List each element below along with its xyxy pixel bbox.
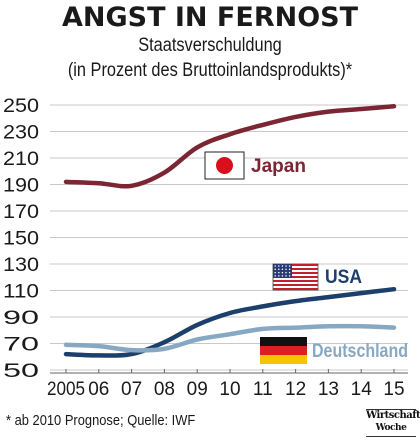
legend-label-usa: USA [325,267,362,288]
y-tick-label: 250 [3,96,39,117]
x-tick-label: 06 [88,379,109,400]
y-tick-label: 110 [3,282,39,303]
x-tick-label: 12 [285,379,306,400]
series-line-deutschland [63,323,397,353]
x-tick-label: 15 [383,379,404,400]
x-tick-label: 08 [154,379,175,400]
x-tick-label: 13 [318,379,339,400]
logo-line1: Wirtschafts [366,410,420,421]
series-layer [63,104,397,358]
series-line-usa [63,286,397,358]
chart-subtitle-line2: (in Prozent des Bruttoinlandsprodukts)* [67,60,353,81]
series-line-japan [63,104,397,189]
japan-flag-icon [204,151,245,180]
y-tick-label: 230 [3,123,39,144]
chart-subtitle-line1: Staatsverschuldung [138,35,282,56]
y-tick-label: 210 [3,149,39,170]
x-tick-label: 2005 [47,379,85,400]
line-chart: 50 70 90 110 130 150 170 190 210 230 250 2005 06 07 0… [3,96,408,400]
x-tick-label: 10 [219,379,240,400]
chart-title: ANGST IN FERNOST [61,2,359,33]
publisher-logo: Wirtschafts Woche [366,409,420,437]
y-tick-label: 90 [3,308,39,329]
usa-flag-icon [272,263,319,291]
y-tick-label: 150 [3,229,39,250]
x-axis-tick-labels: 2005 06 07 08 09 10 11 12 13 14 15 [47,379,405,400]
y-tick-label: 130 [3,255,39,276]
x-tick-label: 11 [253,379,273,400]
y-tick-label: 50 [3,361,39,382]
legend-label-deutschland: Deutschland [312,341,408,362]
legend-label-japan: Japan [251,156,306,177]
legend-layer: Japan USA Deutschland [204,151,408,364]
y-axis-tick-labels: 50 70 90 110 130 150 170 190 210 230 250 [3,96,39,382]
x-tick-label: 09 [187,379,208,400]
germany-flag-icon [260,337,307,364]
x-tick-label: 07 [121,379,142,400]
footnote: * ab 2010 Prognose; Quelle: IWF [6,412,196,429]
logo-line2: Woche [375,423,407,433]
y-tick-label: 70 [3,335,39,356]
y-tick-label: 190 [3,176,39,197]
x-tick-label: 14 [351,379,373,400]
y-tick-label: 170 [3,202,39,223]
